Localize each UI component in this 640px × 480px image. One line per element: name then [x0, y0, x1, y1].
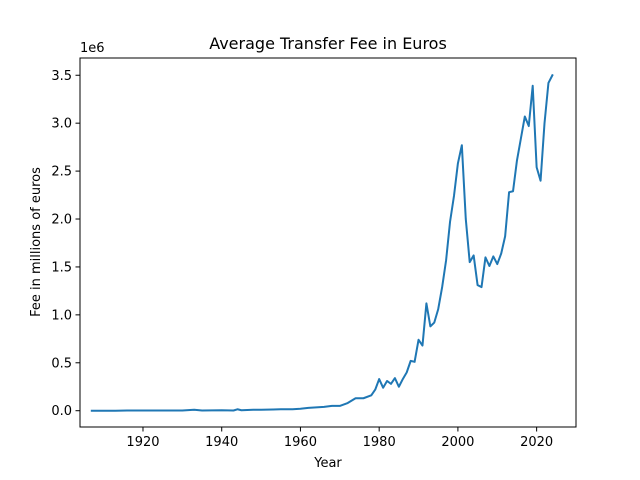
y-axis-label: Fee in millions of euros	[29, 167, 44, 317]
y-tick-label: 1.5	[51, 260, 72, 275]
series-line-0	[90, 73, 554, 412]
y-tick-label: 1.0	[51, 308, 72, 323]
x-tick-label: 1940	[205, 435, 238, 450]
y-tick-label: 0.0	[51, 404, 72, 419]
chart-title: Average Transfer Fee in Euros	[209, 34, 447, 53]
y-tick-label: 2.5	[51, 165, 72, 180]
x-tick-label: 1960	[284, 435, 317, 450]
y-tick-label: 3.5	[51, 69, 72, 84]
y-tick-label: 2.0	[51, 213, 72, 228]
y-tick-label: 3.0	[51, 117, 72, 132]
y-axis-offset-text: 1e6	[80, 41, 105, 56]
x-axis-label: Year	[313, 456, 342, 471]
x-tick-label: 1980	[363, 435, 396, 450]
x-tick-label: 2000	[441, 435, 474, 450]
plot-area: 1920 1940 1960 1980 2000 2020 0.0 0.5 1.0 1.5 2.0 2…	[51, 57, 577, 450]
axes-frame	[79, 57, 577, 428]
y-tick-label: 0.5	[51, 356, 72, 371]
x-tick-label: 2020	[520, 435, 553, 450]
x-tick-label: 1920	[126, 435, 159, 450]
